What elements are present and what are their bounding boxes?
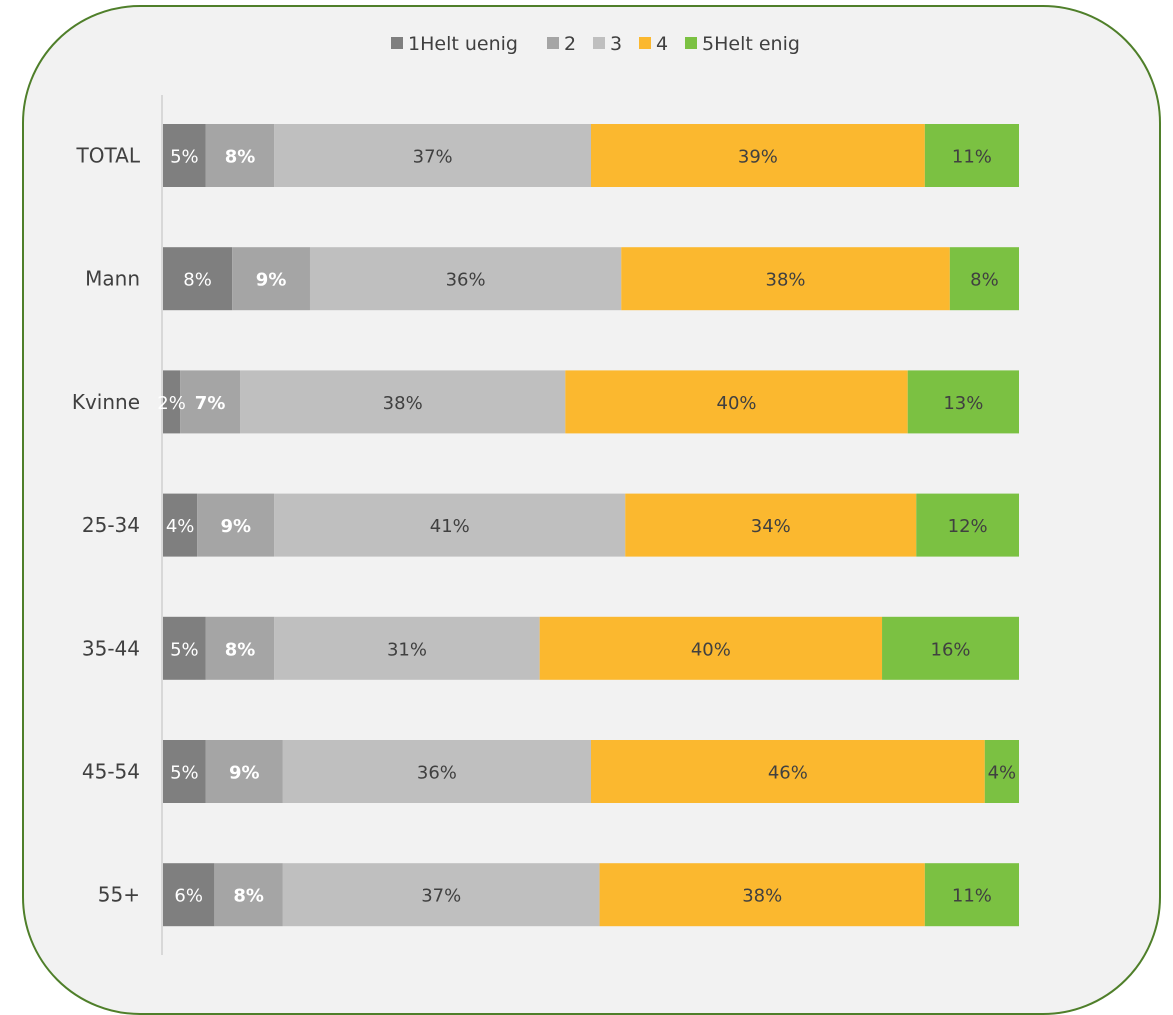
bar-segment	[621, 247, 950, 311]
data-label: 8%	[183, 270, 212, 291]
bar-segment	[163, 124, 206, 187]
legend-label-1: 1Helt uenig	[408, 33, 518, 55]
data-label: 41%	[430, 516, 470, 537]
bar-segment	[163, 863, 215, 927]
data-label: 40%	[691, 639, 731, 660]
category-label-total: TOTAL	[76, 144, 141, 168]
legend-label-4: 4	[656, 33, 668, 55]
data-label: 31%	[387, 639, 427, 660]
data-label: 8%	[225, 147, 256, 168]
data-label: 7%	[195, 393, 226, 414]
data-label: 4%	[988, 763, 1017, 784]
bar-segment	[163, 616, 206, 680]
bar-segment	[599, 863, 925, 927]
data-label: 11%	[952, 147, 992, 168]
category-label-kvinne: Kvinne	[72, 390, 140, 414]
data-label: 5%	[170, 639, 199, 660]
legend-swatch-5	[685, 37, 697, 49]
bar-segment	[591, 740, 985, 803]
data-label: 39%	[738, 147, 778, 168]
legend-swatch-3	[593, 37, 605, 49]
data-label: 8%	[225, 639, 256, 660]
legend-swatch-4	[639, 37, 651, 49]
data-label: 13%	[943, 393, 983, 414]
data-label: 6%	[174, 886, 203, 907]
stacked-bar-chart: 1Helt uenig 2 3 4 5Helt enig TOTAL Mann Kvinne…	[72, 33, 1019, 955]
category-label-55-: 55+	[98, 883, 140, 907]
chart-legend: 1Helt uenig 2 3 4 5Helt enig	[391, 33, 800, 55]
bar-segment	[240, 370, 566, 434]
category-labels: TOTAL Mann Kvinne 25-34 35-44 45-54 55+	[72, 144, 141, 907]
data-label: 37%	[421, 886, 461, 907]
data-label: 11%	[952, 886, 992, 907]
category-label-35-44: 35-44	[82, 636, 140, 660]
bar-segment	[949, 247, 1019, 311]
bar-segment	[274, 124, 591, 187]
data-label: 38%	[742, 886, 782, 907]
data-label: 9%	[256, 270, 287, 291]
bar-segment	[205, 740, 283, 803]
bar-segment	[232, 247, 310, 311]
bar-segment	[205, 124, 275, 187]
legend-swatch-1	[391, 37, 403, 49]
legend-label-3: 3	[610, 33, 622, 55]
bar-segment	[882, 616, 1019, 680]
legend-label-2: 2	[564, 33, 576, 55]
data-label: 4%	[166, 516, 195, 537]
category-label-25-34: 25-34	[82, 513, 140, 537]
bar-segment	[539, 616, 883, 680]
data-labels: 5% 8% 37% 39% 11% 8% 9% 36% 38% 8% 2% 7% 38% 40% 13% 4%…	[157, 147, 1016, 907]
bar-segment	[565, 370, 908, 434]
data-label: 38%	[383, 393, 423, 414]
bar-area	[163, 124, 1019, 927]
data-label: 2%	[157, 393, 186, 414]
data-label: 8%	[233, 886, 264, 907]
bar-segment	[163, 740, 206, 803]
bar-segment	[180, 370, 241, 434]
data-label: 5%	[170, 147, 199, 168]
data-label: 36%	[417, 763, 457, 784]
data-label: 34%	[751, 516, 791, 537]
data-label: 8%	[970, 270, 999, 291]
bar-segment	[591, 124, 925, 187]
legend-label-5: 5Helt enig	[702, 33, 800, 55]
bar-segment	[205, 616, 275, 680]
bar-segment	[984, 740, 1019, 803]
bar-segment	[282, 863, 600, 927]
bar-segment	[916, 493, 1019, 557]
bar-segment	[924, 863, 1019, 927]
bar-segment	[214, 863, 283, 927]
category-label-45-54: 45-54	[82, 760, 140, 784]
data-label: 38%	[766, 270, 806, 291]
legend-swatch-2	[547, 37, 559, 49]
data-label: 37%	[413, 147, 453, 168]
category-label-mann: Mann	[85, 267, 140, 291]
data-label: 16%	[931, 639, 971, 660]
bar-segment	[274, 493, 626, 557]
data-label: 36%	[446, 270, 486, 291]
bar-segment	[274, 616, 540, 680]
bar-segment	[309, 247, 622, 311]
bar-segment	[625, 493, 917, 557]
bar-segment	[163, 247, 233, 311]
data-label: 9%	[229, 763, 260, 784]
bar-segment	[907, 370, 1019, 434]
data-label: 46%	[768, 763, 808, 784]
data-label: 9%	[220, 516, 251, 537]
bar-segment	[924, 124, 1019, 187]
data-label: 5%	[170, 763, 199, 784]
data-label: 40%	[717, 393, 757, 414]
data-label: 12%	[948, 516, 988, 537]
bar-segment	[282, 740, 591, 803]
bar-segment	[163, 493, 198, 557]
bar-segment	[163, 370, 181, 434]
bar-segment	[197, 493, 275, 557]
